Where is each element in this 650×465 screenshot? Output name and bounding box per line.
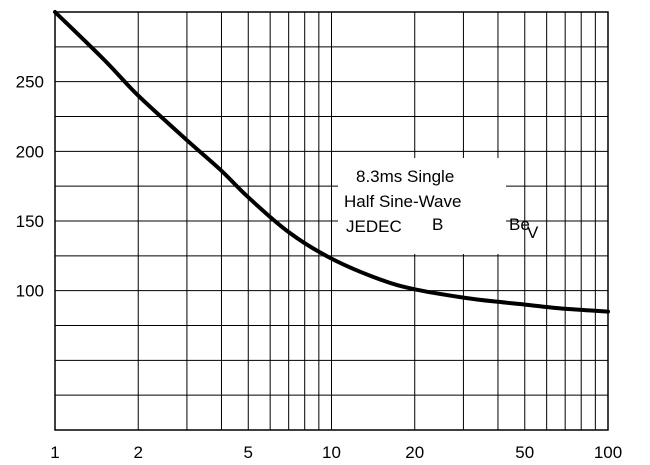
annotation-mark-be: Be	[509, 215, 530, 234]
annotation-box: 8.3ms Single Half Sine-Wave JEDEC B Be V	[338, 158, 539, 254]
y-tick-labels: 100 150 200 250	[16, 73, 44, 301]
x-tick-label: 50	[515, 443, 534, 462]
annotation-mark-b: B	[432, 215, 443, 234]
y-tick-label: 100	[16, 282, 44, 301]
x-tick-label: 100	[594, 443, 622, 462]
y-tick-label: 200	[16, 142, 44, 161]
plot-border	[54, 11, 609, 431]
x-tick-label: 2	[134, 443, 143, 462]
annotation-line-1: 8.3ms Single	[356, 167, 454, 186]
series-line	[53, 10, 610, 314]
annotation-mark-v: V	[527, 223, 539, 242]
x-tick-label: 10	[322, 443, 341, 462]
x-tick-label: 1	[50, 443, 59, 462]
y-tick-label: 250	[16, 73, 44, 92]
annotation-background	[338, 158, 506, 254]
x-tick-label: 5	[244, 443, 253, 462]
x-tick-label: 20	[405, 443, 424, 462]
annotation-line-2: Half Sine-Wave	[344, 192, 461, 211]
x-tick-labels: 1 2 5 10 20 50 100	[50, 443, 622, 462]
y-tick-label: 150	[16, 212, 44, 231]
plot-frame	[54, 11, 609, 431]
annotation-line-3: JEDEC	[346, 217, 402, 236]
